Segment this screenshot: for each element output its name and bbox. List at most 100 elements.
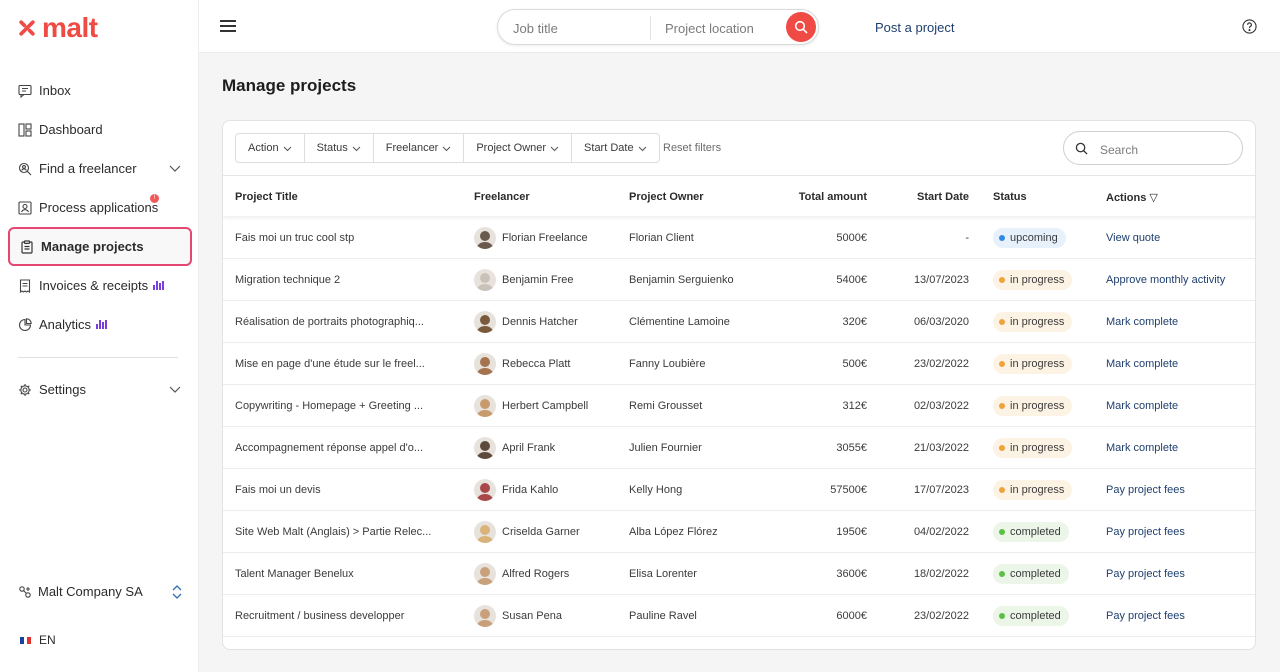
malt-logo[interactable]: malt (16, 12, 98, 44)
sidebar-item-process-applications[interactable]: Process applications ! (8, 188, 192, 227)
filter-action[interactable]: Action (236, 134, 305, 162)
status-label: in progress (1010, 442, 1065, 454)
job-title-input[interactable]: Job title (513, 21, 558, 36)
menu-icon[interactable] (220, 20, 236, 32)
help-icon[interactable] (1242, 19, 1257, 34)
column-header-start-date[interactable]: Start Date (917, 191, 969, 203)
status-dot (999, 319, 1005, 325)
search-button[interactable] (786, 12, 816, 42)
start-date: - (965, 232, 969, 244)
project-title[interactable]: Copywriting - Homepage + Greeting ... (235, 400, 424, 412)
sidebar-item-settings[interactable]: Settings (8, 370, 192, 409)
total-amount: 500€ (842, 358, 867, 370)
freelancer-name[interactable]: Susan Pena (502, 610, 562, 622)
table-row[interactable]: Fais moi un truc cool stp Florian Freelan… (223, 217, 1255, 259)
row-action-link[interactable]: Approve monthly activity (1106, 274, 1226, 286)
chevron-down-icon[interactable] (168, 161, 182, 175)
filter-start-date[interactable]: Start Date (572, 134, 659, 162)
column-header-amount[interactable]: Total amount (798, 191, 867, 203)
project-owner: Florian Client (629, 232, 694, 244)
reset-filters-link[interactable]: Reset filters (663, 142, 722, 154)
column-header-title[interactable]: Project Title (235, 191, 298, 203)
freelancer-name[interactable]: April Frank (502, 442, 556, 454)
chevron-up-down-icon[interactable] (171, 584, 183, 600)
row-action-link[interactable]: Mark complete (1106, 442, 1179, 454)
row-action-link[interactable]: Pay project fees (1106, 526, 1185, 538)
status-dot (999, 277, 1005, 283)
freelancer-name[interactable]: Benjamin Free (502, 274, 574, 286)
sidebar-item-analytics[interactable]: Analytics (8, 305, 192, 344)
row-action-link[interactable]: View quote (1106, 232, 1161, 244)
table-row[interactable]: Réalisation de portraits photographiq...… (223, 301, 1255, 343)
table-row[interactable]: Mise en page d'une étude sur le freel...… (223, 343, 1255, 385)
sidebar-item-invoices[interactable]: Invoices & receipts (8, 266, 192, 305)
row-action-link[interactable]: Mark complete (1106, 400, 1179, 412)
project-owner: Kelly Hong (629, 484, 683, 496)
project-title[interactable]: Migration technique 2 (235, 274, 341, 286)
company-name: Malt Company SA (38, 584, 143, 599)
freelancer-name[interactable]: Rebecca Platt (502, 358, 571, 370)
language-selector[interactable]: EN (20, 633, 56, 647)
avatar (474, 521, 496, 543)
column-header-status[interactable]: Status (993, 191, 1027, 203)
table-row[interactable]: Fais moi un devis Frida Kahlo Kelly Hong 57… (223, 469, 1255, 511)
avatar (474, 563, 496, 585)
post-project-link[interactable]: Post a project (875, 20, 955, 35)
project-title[interactable]: Fais moi un truc cool stp (235, 232, 355, 244)
row-action-link[interactable]: Pay project fees (1106, 610, 1185, 622)
project-title[interactable]: Recruitment / business developper (235, 610, 405, 622)
search-divider (650, 16, 651, 40)
project-owner: Pauline Ravel (629, 610, 697, 622)
status-dot (999, 235, 1005, 241)
sidebar-item-inbox[interactable]: Inbox (8, 71, 192, 110)
project-owner: Remi Grousset (629, 400, 703, 412)
freelancer-name[interactable]: Dennis Hatcher (502, 316, 578, 328)
freelancer-name[interactable]: Alfred Rogers (502, 568, 570, 580)
row-action-link[interactable]: Mark complete (1106, 358, 1179, 370)
project-title[interactable]: Réalisation de portraits photographiq... (235, 316, 424, 328)
row-action-link[interactable]: Pay project fees (1106, 484, 1185, 496)
table-row[interactable]: Copywriting - Homepage + Greeting ... Her… (223, 385, 1255, 427)
filter-project-owner[interactable]: Project Owner (464, 134, 573, 162)
status-label: in progress (1010, 484, 1065, 496)
filter-status[interactable]: Status (305, 134, 374, 162)
status-badge: in progress (993, 480, 1073, 500)
project-title[interactable]: Accompagnement réponse appel d'o... (235, 442, 423, 454)
table-body: Fais moi un truc cool stp Florian Freelan… (223, 217, 1255, 637)
project-owner: Elisa Lorenter (629, 568, 697, 580)
freelancer-name[interactable]: Florian Freelance (502, 232, 588, 244)
table-row[interactable]: Recruitment / business developper Susan P… (223, 595, 1255, 637)
table-row[interactable]: Accompagnement réponse appel d'o... April… (223, 427, 1255, 469)
freelancer-name[interactable]: Criselda Garner (502, 526, 580, 538)
status-dot (999, 445, 1005, 451)
column-header-freelancer[interactable]: Freelancer (474, 191, 530, 203)
status-label: in progress (1010, 274, 1065, 286)
column-header-owner[interactable]: Project Owner (629, 191, 704, 203)
company-switcher[interactable]: Malt Company SA (18, 584, 183, 599)
table-row[interactable]: Site Web Malt (Anglais) > Partie Relec..… (223, 511, 1255, 553)
table-row[interactable]: Talent Manager Benelux Alfred Rogers Elisa… (223, 553, 1255, 595)
freelancer-name[interactable]: Herbert Campbell (502, 400, 589, 412)
avatar (474, 269, 496, 291)
project-title[interactable]: Fais moi un devis (235, 484, 321, 496)
status-badge: in progress (993, 270, 1073, 290)
freelancer-name[interactable]: Frida Kahlo (502, 484, 559, 496)
filter-label: Start Date (584, 142, 634, 154)
start-date: 23/02/2022 (913, 610, 969, 622)
row-action-link[interactable]: Pay project fees (1106, 568, 1185, 580)
project-title[interactable]: Talent Manager Benelux (235, 568, 354, 580)
column-header-actions[interactable]: Actions ▽ (1106, 192, 1158, 204)
project-title[interactable]: Mise en page d'une étude sur le freel... (235, 358, 425, 370)
filter-freelancer[interactable]: Freelancer (374, 134, 465, 162)
row-action-link[interactable]: Mark complete (1106, 316, 1179, 328)
start-date: 06/03/2020 (913, 316, 969, 328)
sidebar-item-manage-projects[interactable]: Manage projects (8, 227, 192, 266)
sidebar-item-dashboard[interactable]: Dashboard (8, 110, 192, 149)
table-row[interactable]: Migration technique 2 Benjamin Free Benjam… (223, 259, 1255, 301)
project-title[interactable]: Site Web Malt (Anglais) > Partie Relec..… (235, 526, 432, 538)
sidebar-item-find-freelancer[interactable]: Find a freelancer (8, 149, 192, 188)
table-search-input[interactable]: Search (1063, 131, 1243, 165)
chevron-down-icon[interactable] (168, 382, 182, 396)
project-location-input[interactable]: Project location (665, 21, 754, 36)
status-label: completed (1010, 526, 1061, 538)
